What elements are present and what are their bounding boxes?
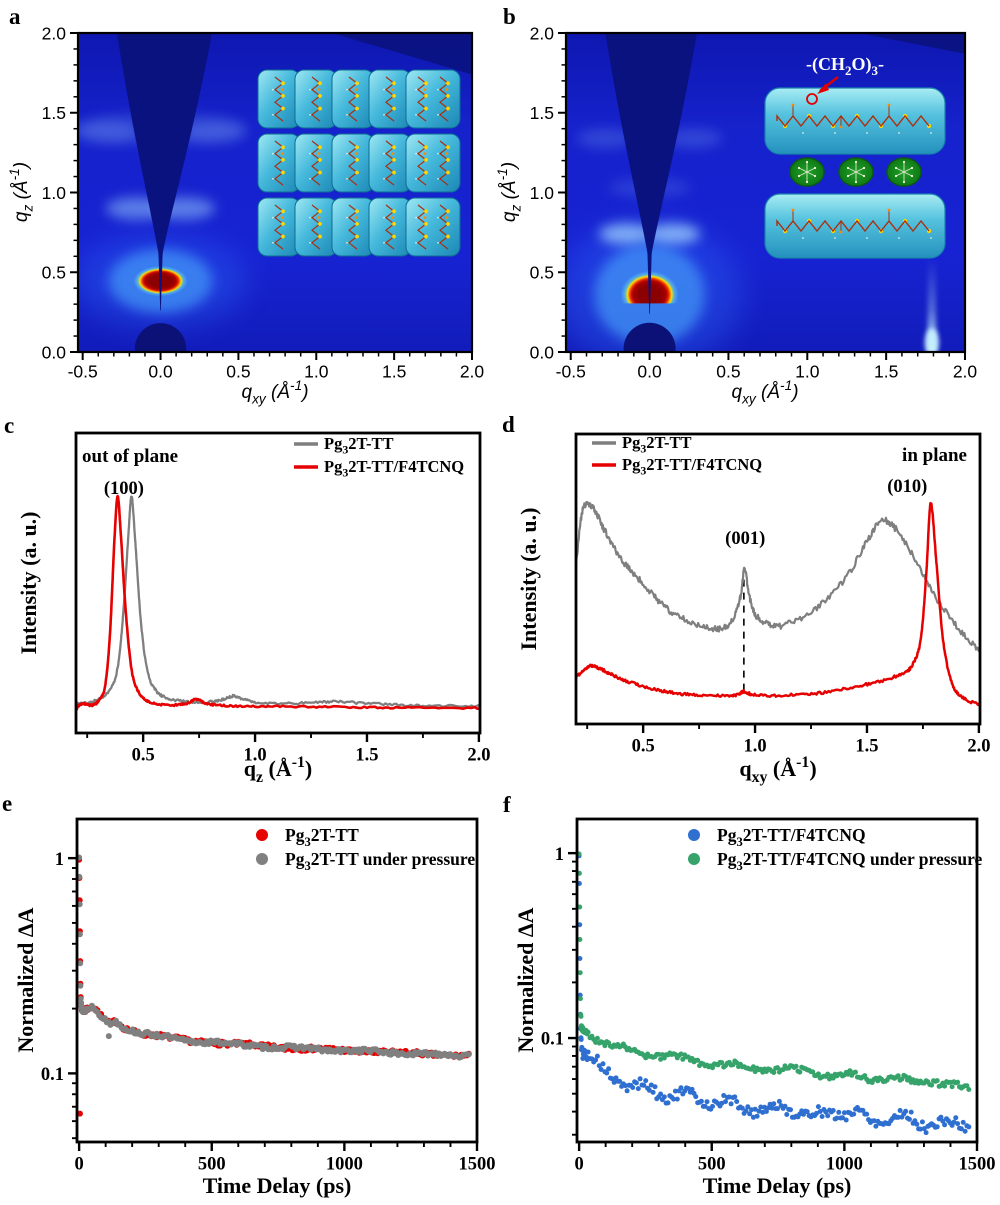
svg-text:Pg32T-TT under pressure: Pg32T-TT under pressure	[285, 849, 475, 873]
svg-text:in plane: in plane	[902, 445, 967, 466]
svg-text:1500: 1500	[959, 1155, 996, 1175]
series-line	[576, 501, 980, 708]
panel-label-d: d	[502, 412, 515, 437]
series-dots	[77, 854, 472, 1061]
svg-text:2.0: 2.0	[42, 23, 67, 43]
svg-text:0.5: 0.5	[42, 263, 66, 283]
series-dots	[577, 851, 972, 1092]
svg-text:1.0: 1.0	[795, 362, 820, 382]
svg-text:Time Delay (ps): Time Delay (ps)	[703, 1173, 852, 1198]
panel-label-e: e	[2, 791, 13, 816]
svg-text:0.5: 0.5	[716, 362, 740, 382]
svg-text:qxy (Å-1): qxy (Å-1)	[241, 378, 308, 406]
svg-text:2.0: 2.0	[967, 737, 990, 757]
series-line	[76, 495, 480, 709]
panel-c-linecut-chart: (100) out of plane Pg32T-TTPg32T-TT/F4TCNQ…	[16, 431, 490, 786]
series-dots	[577, 853, 972, 1136]
svg-text:qz (Å-1): qz (Å-1)	[244, 754, 313, 786]
svg-text:Normalized ΔA: Normalized ΔA	[513, 907, 538, 1052]
svg-text:1500: 1500	[459, 1155, 496, 1175]
svg-text:1.0: 1.0	[304, 362, 329, 382]
svg-text:(100): (100)	[104, 479, 144, 499]
svg-text:1.0: 1.0	[243, 746, 266, 766]
svg-text:1.5: 1.5	[42, 103, 66, 123]
svg-text:Pg32T-TT/F4TCNQ: Pg32T-TT/F4TCNQ	[717, 825, 866, 849]
svg-text:0.5: 0.5	[132, 746, 155, 766]
series-line	[76, 494, 480, 712]
svg-text:1.0: 1.0	[42, 183, 67, 203]
panel-label-f: f	[503, 792, 511, 817]
svg-text:qxy (Å-1): qxy (Å-1)	[739, 754, 816, 786]
svg-text:Intensity (a. u.): Intensity (a. u.)	[516, 507, 541, 650]
svg-text:0.5: 0.5	[530, 263, 554, 283]
svg-text:0: 0	[574, 1155, 583, 1175]
svg-text:Pg32T-TT/F4TCNQ: Pg32T-TT/F4TCNQ	[324, 457, 464, 480]
svg-text:qxy (Å-1): qxy (Å-1)	[731, 378, 798, 406]
svg-text:-0.5: -0.5	[556, 362, 586, 382]
series-line	[576, 500, 980, 653]
svg-text:1.5: 1.5	[874, 362, 898, 382]
svg-text:1000: 1000	[326, 1155, 363, 1175]
svg-text:Pg32T-TT/F4TCNQ: Pg32T-TT/F4TCNQ	[622, 455, 762, 478]
svg-text:2.0: 2.0	[953, 362, 978, 382]
svg-text:0.5: 0.5	[226, 362, 250, 382]
svg-text:(001): (001)	[725, 529, 765, 549]
svg-text:out of plane: out of plane	[82, 446, 178, 467]
svg-text:0.1: 0.1	[541, 1030, 564, 1050]
svg-text:0.0: 0.0	[637, 362, 662, 382]
svg-text:1.0: 1.0	[530, 183, 555, 203]
svg-text:1.5: 1.5	[382, 362, 406, 382]
svg-text:Intensity (a. u.): Intensity (a. u.)	[16, 511, 41, 654]
svg-text:1.5: 1.5	[355, 746, 378, 766]
series-dots	[77, 856, 472, 1117]
svg-text:1.0: 1.0	[743, 737, 766, 757]
panel-b-inset-illustration: -(CH2O)3-	[764, 54, 946, 259]
svg-text:1.5: 1.5	[855, 737, 878, 757]
svg-text:0.0: 0.0	[148, 362, 173, 382]
svg-text:1: 1	[555, 845, 564, 865]
panel-d-linecut-chart: (001) (010) in plane Pg32T-TTPg32T-TT/F4TCN…	[516, 432, 990, 786]
svg-text:-0.5: -0.5	[68, 362, 98, 382]
svg-text:Pg32T-TT: Pg32T-TT	[622, 433, 692, 456]
svg-text:0.0: 0.0	[42, 342, 67, 362]
svg-text:0.5: 0.5	[632, 737, 655, 757]
svg-text:Time Delay (ps): Time Delay (ps)	[203, 1173, 352, 1198]
svg-text:500: 500	[698, 1155, 726, 1175]
svg-text:0.1: 0.1	[41, 1065, 64, 1085]
panel-label-c: c	[4, 413, 15, 438]
svg-text:Pg32T-TT/F4TCNQ under pressure: Pg32T-TT/F4TCNQ under pressure	[717, 849, 983, 873]
svg-text:2.0: 2.0	[460, 362, 485, 382]
svg-text:qz (Å-1): qz (Å-1)	[495, 162, 523, 222]
svg-text:500: 500	[198, 1155, 226, 1175]
svg-text:Normalized ΔA: Normalized ΔA	[13, 907, 38, 1052]
svg-text:0: 0	[74, 1155, 83, 1175]
svg-text:0.0: 0.0	[530, 342, 555, 362]
panel-label-b: b	[503, 4, 516, 29]
svg-text:2.0: 2.0	[530, 23, 555, 43]
panel-label-a: a	[9, 4, 21, 29]
panel-b-giwaxs-map: -(CH2O)3--0.5 0.0 0.5 1.0 1.5 2.00.00.51.01.5…	[495, 23, 977, 406]
svg-text:(010): (010)	[887, 477, 927, 497]
svg-text:1000: 1000	[826, 1155, 863, 1175]
svg-text:1.5: 1.5	[530, 103, 554, 123]
svg-text:Pg32T-TT: Pg32T-TT	[324, 434, 394, 457]
svg-text:1: 1	[55, 850, 64, 870]
svg-text:2.0: 2.0	[467, 746, 490, 766]
svg-text:qz (Å-1): qz (Å-1)	[7, 162, 35, 222]
svg-text:Pg32T-TT: Pg32T-TT	[285, 825, 359, 849]
panel-a-inset-illustration	[257, 69, 461, 257]
svg-text:-(CH2O)3-: -(CH2O)3-	[806, 54, 884, 78]
